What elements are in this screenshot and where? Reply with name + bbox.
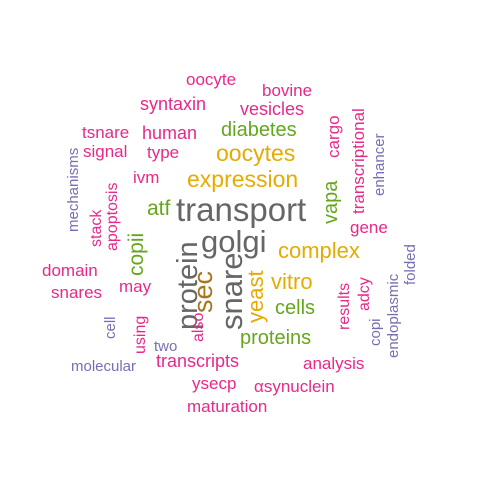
word-syntaxin: syntaxin bbox=[140, 94, 207, 114]
word-cell: cell bbox=[102, 316, 119, 339]
word-ivm: ivm bbox=[133, 168, 160, 187]
word-asynuclein: αsynuclein bbox=[254, 377, 335, 396]
word-folded: folded bbox=[402, 244, 419, 285]
word-human: human bbox=[142, 123, 198, 143]
word-adcy: adcy bbox=[356, 277, 373, 311]
word-may: may bbox=[119, 277, 152, 296]
word-cells: cells bbox=[275, 297, 316, 319]
word-copii: copii bbox=[125, 232, 148, 276]
word-golgi: golgi bbox=[201, 224, 267, 259]
word-vesicles: vesicles bbox=[240, 99, 305, 119]
word-signal: signal bbox=[83, 142, 128, 161]
word-apoptosis: apoptosis bbox=[104, 182, 121, 252]
word-type: type bbox=[147, 143, 180, 162]
word-cargo: cargo bbox=[324, 115, 343, 158]
word-oocyte: oocyte bbox=[186, 70, 237, 89]
word-using: using bbox=[132, 315, 149, 354]
word-oocytes: oocytes bbox=[216, 140, 296, 166]
word-tsnare: tsnare bbox=[82, 123, 130, 142]
word-expression: expression bbox=[187, 166, 299, 192]
word-atf: atf bbox=[147, 197, 171, 220]
word-copi: copi bbox=[367, 318, 384, 346]
word-complex: complex bbox=[278, 238, 360, 263]
word-transcripts: transcripts bbox=[156, 351, 240, 371]
word-diabetes: diabetes bbox=[221, 119, 297, 141]
word-also: also bbox=[190, 312, 207, 342]
word-transport: transport bbox=[176, 191, 307, 228]
word-stack: stack bbox=[88, 209, 105, 247]
word-sec: sec bbox=[188, 270, 218, 313]
word-results: results bbox=[336, 282, 353, 330]
word-two: two bbox=[154, 338, 178, 355]
word-vitro: vitro bbox=[271, 269, 313, 294]
word-maturation: maturation bbox=[187, 397, 268, 416]
word-enhancer: enhancer bbox=[371, 133, 388, 196]
word-molecular: molecular bbox=[71, 358, 137, 375]
word-bovine: bovine bbox=[262, 81, 313, 100]
word-endoplasmic: endoplasmic bbox=[385, 273, 402, 358]
word-snares: snares bbox=[51, 283, 103, 302]
word-analysis: analysis bbox=[303, 354, 365, 373]
word-proteins: proteins bbox=[240, 327, 312, 349]
word-vapa: vapa bbox=[320, 180, 342, 224]
word-yeast: yeast bbox=[243, 270, 268, 323]
word-mechanisms: mechanisms bbox=[65, 147, 82, 232]
word-transcriptional: transcriptional bbox=[349, 108, 368, 214]
word-ysecp: ysecp bbox=[192, 374, 237, 393]
word-domain: domain bbox=[42, 261, 98, 280]
word-gene: gene bbox=[350, 218, 388, 237]
